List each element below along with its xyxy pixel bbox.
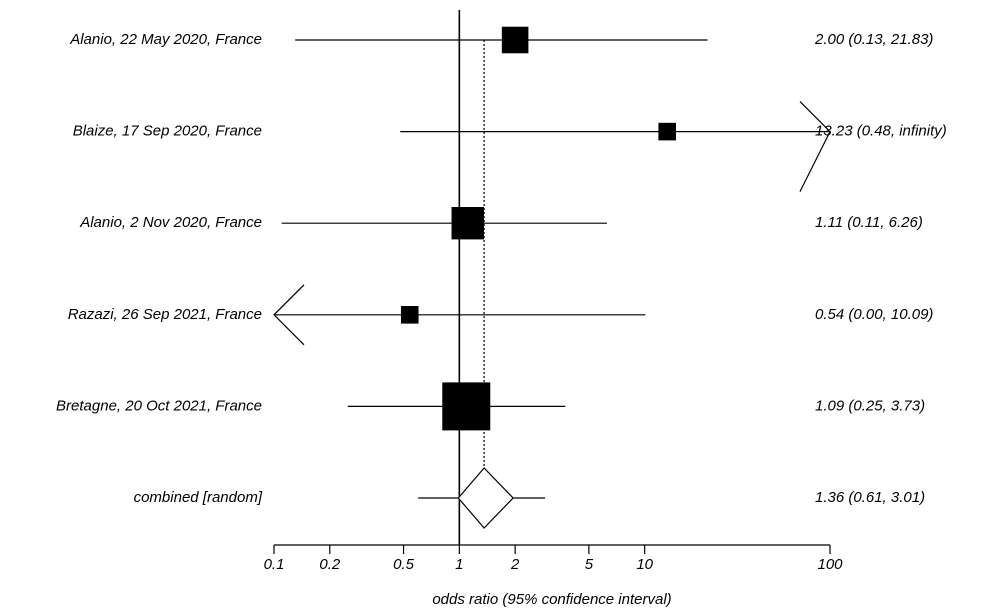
study-label: Alanio, 2 Nov 2020, France (79, 214, 262, 231)
point-estimate (501, 26, 529, 54)
x-tick-label: 2 (510, 556, 520, 573)
study-row: Alanio, 22 May 2020, France 2.00 (0.13, 2… (69, 26, 933, 54)
point-estimate (658, 122, 676, 141)
study-label: Bretagne, 20 Oct 2021, France (56, 397, 262, 414)
x-axis-label: odds ratio (95% confidence interval) (432, 591, 671, 608)
combined-row: combined [random] 1.36 (0.61, 3.01) (134, 467, 925, 529)
x-tick-label: 1 (455, 556, 463, 573)
study-ci-text: 0.54 (0.00, 10.09) (815, 306, 933, 323)
combined-label: combined [random] (134, 489, 263, 506)
x-tick-label: 5 (585, 556, 594, 573)
study-ci-text: 1.09 (0.25, 3.73) (815, 397, 925, 414)
combined-ci-text: 1.36 (0.61, 3.01) (815, 489, 925, 506)
x-tick-label: 0.2 (319, 556, 341, 573)
ci-arrow-right (799, 101, 831, 192)
reference-lines (458, 10, 485, 545)
study-ci-text: 13.23 (0.48, infinity) (815, 123, 947, 140)
x-tick-label: 10 (636, 556, 653, 573)
study-row: Razazi, 26 Sep 2021, France 0.54 (0.00, 1… (68, 284, 933, 346)
study-rows: Alanio, 22 May 2020, France 2.00 (0.13, 2… (56, 26, 947, 431)
point-estimate (451, 207, 484, 240)
x-tick-label: 100 (817, 556, 843, 573)
study-label: Alanio, 22 May 2020, France (69, 31, 262, 48)
combined-diamond (457, 467, 514, 529)
study-label: Blaize, 17 Sep 2020, France (73, 123, 262, 140)
study-row: Blaize, 17 Sep 2020, France 13.23 (0.48, … (73, 101, 947, 192)
point-estimate (400, 306, 419, 324)
study-label: Razazi, 26 Sep 2021, France (68, 306, 262, 323)
study-row: Alanio, 2 Nov 2020, France 1.11 (0.11, 6.… (79, 207, 923, 240)
study-row: Bretagne, 20 Oct 2021, France 1.09 (0.25,… (56, 382, 925, 431)
x-tick-label: 0.1 (264, 556, 285, 573)
point-estimate (442, 382, 491, 431)
ci-arrow-left (273, 284, 305, 346)
x-tick-label: 0.5 (393, 556, 415, 573)
study-ci-text: 1.11 (0.11, 6.26) (815, 214, 923, 231)
x-axis: 0.1 0.2 0.5 1 2 5 10 100 (264, 544, 843, 573)
study-ci-text: 2.00 (0.13, 21.83) (814, 31, 933, 48)
